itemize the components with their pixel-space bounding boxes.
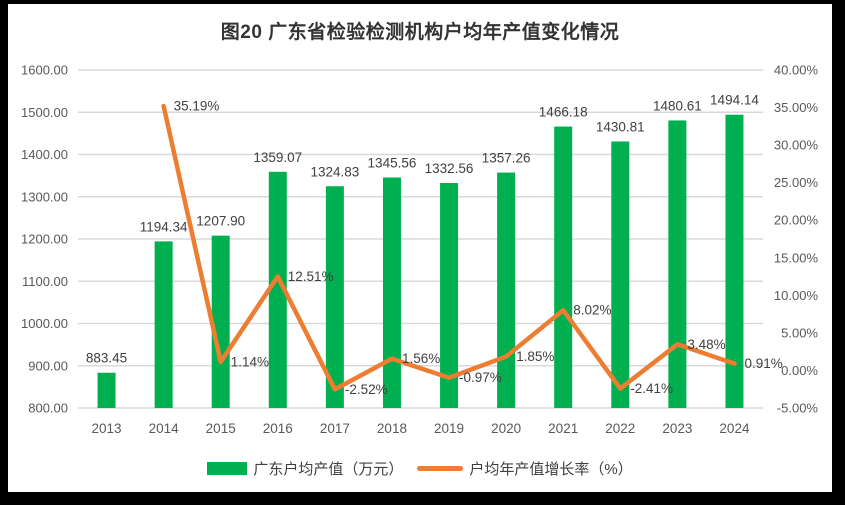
left-axis-tick-label: 800.00 [28, 401, 68, 416]
bar-2021 [554, 126, 573, 409]
bar-value-label: 1359.07 [253, 150, 302, 165]
bar-value-label: 1494.14 [710, 93, 759, 108]
bar-value-label: 1332.56 [425, 161, 474, 176]
chart-title: 图20 广东省检验检测机构户均年产值变化情况 [220, 22, 620, 43]
line-point-label: 12.51% [288, 269, 334, 284]
x-axis-label-2020: 2020 [491, 421, 521, 436]
x-axis-label-2013: 2013 [92, 421, 122, 436]
x-axis-label-2014: 2014 [149, 421, 180, 436]
x-axis-label-2024: 2024 [719, 421, 750, 436]
line-point-label: 0.91% [744, 356, 782, 371]
right-axis-tick-label: 10.00% [774, 288, 819, 303]
line-point-label: -2.52% [345, 382, 388, 397]
chart-canvas: 图20 广东省检验检测机构户均年产值变化情况 1600.00 1500.00 140… [8, 4, 832, 492]
x-axis-label-2016: 2016 [263, 421, 293, 436]
line-point-label: -0.97% [459, 370, 502, 385]
left-axis-tick-label: 1600.00 [21, 63, 68, 78]
bar-2020 [497, 172, 516, 408]
line-point-label: 1.14% [231, 354, 269, 369]
x-axis-label-2022: 2022 [605, 421, 635, 436]
bar-2022 [611, 141, 630, 408]
bar-value-label: 1194.34 [140, 219, 188, 234]
bar-value-label: 1430.81 [596, 119, 645, 134]
bar-2017 [325, 186, 344, 408]
right-axis-tick-label: 20.00% [774, 213, 819, 228]
x-axis-label-2019: 2019 [434, 421, 464, 436]
bar-value-label: 1480.61 [653, 98, 702, 113]
line-point-label: -2.41% [630, 381, 673, 396]
line-point-label: 3.48% [687, 337, 725, 352]
right-axis-tick-label: 15.00% [774, 250, 819, 265]
right-axis-tick-label: -5.00% [777, 401, 819, 416]
legend-item-line-series: 户均年产值增长率（%） [417, 458, 633, 479]
bar-2013 [97, 372, 116, 408]
x-axis-label-2021: 2021 [548, 421, 578, 436]
bar-2014 [154, 241, 173, 408]
bar-value-label: 883.45 [86, 351, 127, 366]
x-axis-label-2018: 2018 [377, 421, 407, 436]
left-axis-tick-label: 1200.00 [21, 232, 68, 247]
bar-value-label: 1357.26 [482, 151, 531, 166]
right-axis-tick-label: 35.00% [774, 100, 819, 115]
legend-line-series-label: 户均年产值增长率（%） [469, 461, 633, 478]
bar-2019 [440, 182, 459, 408]
left-axis-tick-label: 1500.00 [21, 105, 68, 120]
x-axis-label-2017: 2017 [320, 421, 350, 436]
legend-item-bar-series: 广东户均产值（万元） [207, 458, 403, 479]
left-axis-tick-label: 1300.00 [21, 189, 68, 204]
right-axis-tick-label: 30.00% [774, 138, 819, 153]
combo-chart-plot-area: 1600.00 1500.00 1400.00 1300.00 1200.00 1100.… [21, 63, 819, 437]
line-point-label: 1.56% [402, 351, 440, 366]
bar-2016 [268, 171, 287, 408]
right-axis-tick-label: 40.00% [774, 63, 819, 78]
bar-2024 [725, 114, 744, 408]
right-axis-tick-label: 0.00% [781, 363, 818, 378]
bar-2023 [668, 120, 687, 409]
line-point-label: 1.85% [516, 349, 554, 364]
bar-value-label: 1345.56 [368, 156, 417, 171]
bar-2015 [211, 235, 230, 408]
bar-2018 [382, 177, 401, 408]
right-axis-tick-label: 25.00% [774, 175, 819, 190]
bar-value-label: 1466.18 [539, 105, 588, 120]
left-axis-tick-label: 900.00 [28, 358, 68, 373]
chart-legend: 广东户均产值（万元） 户均年产值增长率（%） [8, 458, 832, 479]
legend-bar-series-label: 广东户均产值（万元） [253, 461, 404, 478]
x-axis-label-2015: 2015 [206, 421, 236, 436]
line-point-label: 8.02% [573, 303, 611, 318]
bar-series-swatch-icon [207, 462, 248, 475]
line-series-swatch-icon [417, 466, 464, 471]
line-point-label: 35.19% [174, 99, 220, 114]
bar-value-label: 1324.83 [310, 164, 359, 179]
growth-rate-line [161, 103, 737, 392]
left-axis-tick-label: 1400.00 [21, 147, 68, 162]
left-axis-tick-label: 1000.00 [21, 316, 68, 331]
x-axis-label-2023: 2023 [662, 421, 692, 436]
right-axis-tick-label: 5.00% [781, 325, 818, 340]
left-axis-tick-label: 1100.00 [22, 274, 68, 289]
bar-value-label: 1207.90 [196, 214, 245, 229]
